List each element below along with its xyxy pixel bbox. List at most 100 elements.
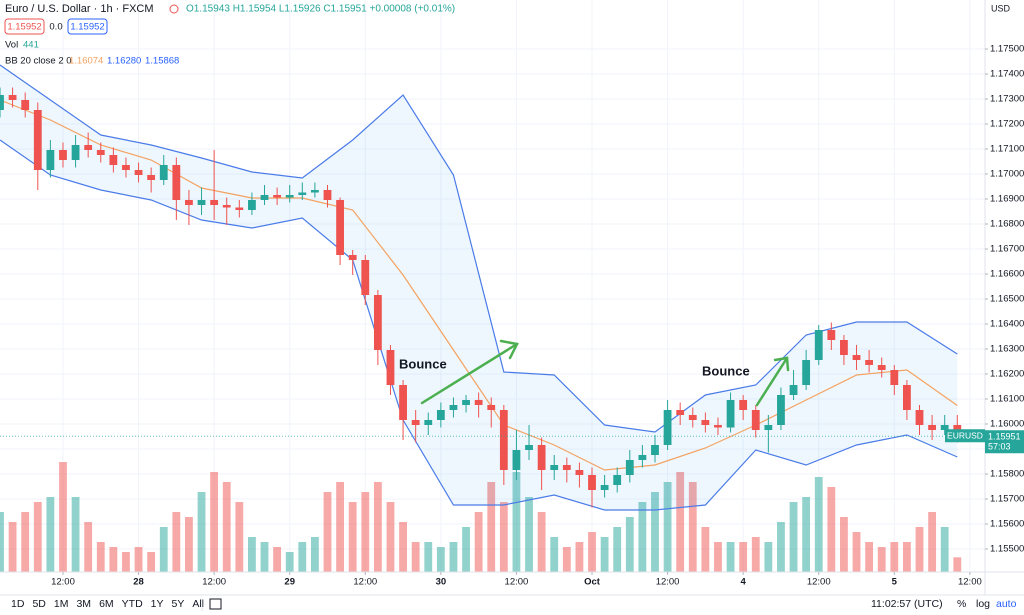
volume-bar [260,542,269,572]
volume-bar [361,492,370,572]
candle-body [33,110,42,170]
candle-body [802,360,811,385]
volume-bar [638,502,647,572]
candle-body [21,100,30,110]
symbol-tag [945,429,985,443]
bid-box[interactable] [4,18,45,35]
volume-bar [613,527,622,572]
candle-body [323,190,332,200]
candle-body [46,150,55,170]
volume-bar [399,522,407,572]
candle-body [751,410,760,430]
candle-body [96,150,105,155]
y-tick-label: 1.17100 [990,144,1024,155]
candle-body [487,405,496,410]
range-button[interactable]: 1D [11,598,25,610]
y-tick-label: 1.17400 [990,69,1024,80]
volume-bar [840,517,848,572]
candle-body [310,190,319,193]
symbol-title: Euro / U.S. Dollar · 1h · FXCM [5,3,154,15]
candle-body [172,165,181,200]
volume-bar [248,537,256,572]
candle-body [701,420,710,425]
volume-bar [789,502,798,572]
candle-body [474,400,483,405]
candle-body [373,295,382,350]
volume-bar [235,502,244,572]
arrow [755,356,789,407]
ask-price[interactable]: 1.15952 [70,22,104,33]
candle-body [651,445,659,455]
volume-bar [21,512,30,572]
candle-body [714,425,722,428]
volume-bar [701,527,710,572]
range-button[interactable]: 1Y [151,598,164,610]
volume-bar [134,547,143,572]
candle-body [273,195,282,198]
price-axis: 1.155001.156001.157001.158001.159001.160… [985,44,1024,555]
bid-price[interactable]: 1.15952 [7,22,41,33]
y-tick-label: 1.16000 [990,419,1024,430]
volume-bar [71,497,80,572]
range-button[interactable]: 5D [32,598,46,610]
log-toggle[interactable]: log [976,598,990,610]
bb-label: BB 20 close 2 0 [5,56,72,67]
volume-bar [323,492,332,572]
volume-bar [0,512,4,572]
volume-bar [537,512,546,572]
volume-bar [424,542,433,572]
range-button[interactable]: All [192,598,204,610]
y-tick-label: 1.16500 [990,294,1024,305]
x-tick-label: Oct [584,577,601,588]
volume-bar [197,492,206,572]
volume-bar [386,502,395,572]
candle-body [827,330,836,340]
volume-bar [525,497,533,572]
volume-bar [462,527,470,572]
candle-body [852,355,861,360]
candle-body [84,145,93,150]
percent-toggle[interactable]: % [957,598,966,610]
y-tick-label: 1.15700 [990,494,1024,505]
auto-toggle[interactable]: auto [996,598,1017,610]
currency[interactable]: USD [991,3,1011,13]
candle-body [222,205,231,208]
volume-bar [109,547,118,572]
volume-bar [487,482,496,572]
band-line [0,99,958,471]
date-range-icon[interactable] [209,598,222,610]
volume-bar [903,542,911,572]
candle-body [159,165,168,180]
volume-bar [625,517,634,572]
x-tick-label: 12:00 [656,577,680,588]
candle-body [59,150,67,160]
volume-bar [802,497,811,572]
grid [0,0,985,572]
candle-body [122,165,130,170]
arrow-head [499,339,519,360]
volume-bar [651,492,659,572]
ask-box[interactable] [67,18,108,35]
range-button[interactable]: 3M [76,598,91,610]
volume-bar [877,547,886,572]
x-tick-label: 12:00 [807,577,831,588]
candle-body [0,95,4,110]
candles [0,87,985,508]
y-tick-label: 1.16700 [990,244,1024,255]
volume-bar [210,472,219,572]
volume-bar [348,502,357,572]
vol-label: Vol [5,40,18,51]
range-button[interactable]: 1M [54,598,69,610]
volume-bar [159,527,168,572]
candle-body [814,330,823,360]
range-button[interactable]: 5Y [172,598,185,610]
range-button[interactable]: YTD [122,598,143,610]
range-button[interactable]: 6M [99,598,114,610]
y-tick-label: 1.16300 [990,344,1024,355]
volume-bar [474,512,483,572]
candle-body [915,410,924,425]
candle-body [877,365,886,370]
bb-lower-value: 1.15868 [145,56,179,67]
candle-body [903,385,911,410]
x-tick-label: 30 [436,577,447,588]
